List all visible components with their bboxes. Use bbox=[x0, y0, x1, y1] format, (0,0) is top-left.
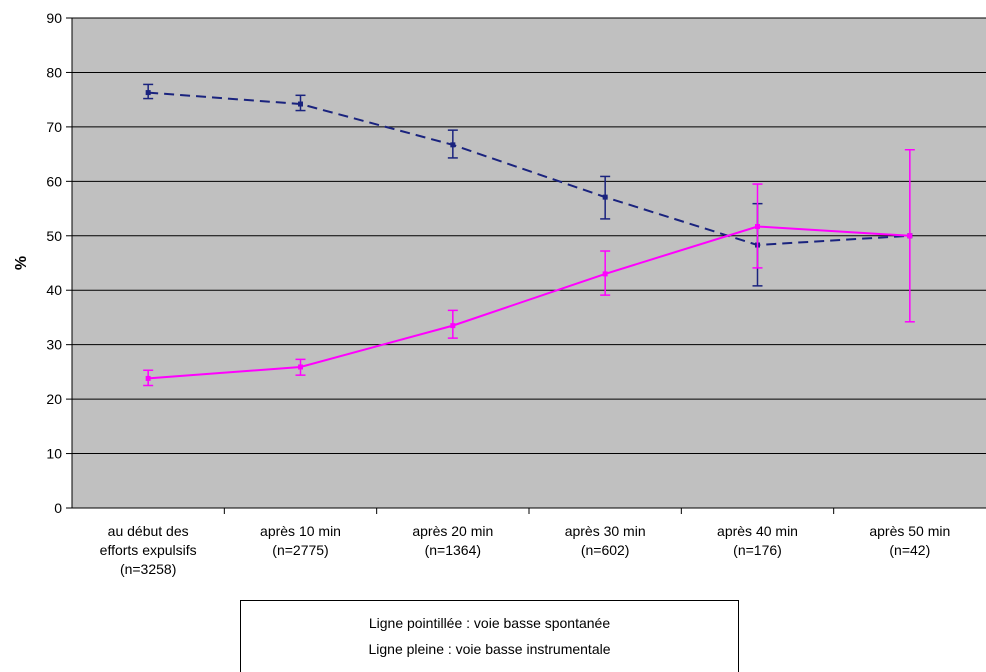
legend: Ligne pointillée : voie basse spontanée … bbox=[240, 600, 739, 672]
x-category-label-line: après 50 min bbox=[869, 523, 950, 539]
x-category-labels: au début des efforts expulsifs (n=3258) apr… bbox=[100, 523, 951, 577]
x-category-label-line: (n=1364) bbox=[425, 542, 481, 558]
y-axis-label: % bbox=[13, 256, 30, 270]
data-point bbox=[907, 233, 913, 239]
x-category-label: après 10 min (n=2775) bbox=[260, 523, 341, 558]
data-point bbox=[450, 323, 456, 329]
y-tick-label: 60 bbox=[46, 173, 62, 189]
x-category-label-line: efforts expulsifs bbox=[100, 542, 197, 558]
data-point bbox=[145, 375, 151, 381]
x-category-label: au début des efforts expulsifs (n=3258) bbox=[100, 523, 197, 577]
x-category-label-line: (n=2775) bbox=[272, 542, 328, 558]
x-category-label-line: après 40 min bbox=[717, 523, 798, 539]
x-category-label-line: après 30 min bbox=[565, 523, 646, 539]
data-point bbox=[298, 364, 303, 370]
plot-area bbox=[72, 18, 986, 508]
y-tick-label: 10 bbox=[46, 446, 62, 462]
series-line bbox=[148, 225, 910, 380]
y-tick-label: 0 bbox=[54, 500, 62, 516]
x-category-label-line: (n=3258) bbox=[120, 561, 176, 577]
x-category-label-line: (n=602) bbox=[581, 542, 630, 558]
x-category-label-line: au début des bbox=[108, 523, 189, 539]
x-category-label-line: (n=42) bbox=[889, 542, 930, 558]
x-category-label: après 40 min (n=176) bbox=[717, 523, 798, 558]
data-point bbox=[450, 142, 456, 148]
data-series bbox=[143, 83, 915, 387]
series-line bbox=[148, 91, 910, 247]
x-category-label: après 30 min (n=602) bbox=[565, 523, 646, 558]
gridlines bbox=[72, 17, 986, 455]
y-tick-label: 70 bbox=[46, 119, 62, 135]
data-point bbox=[602, 271, 608, 277]
data-point bbox=[298, 101, 303, 107]
x-category-label: après 50 min (n=42) bbox=[869, 523, 950, 558]
x-category-label-line: après 10 min bbox=[260, 523, 341, 539]
y-tick-label: 20 bbox=[46, 391, 62, 407]
y-tick-label: 80 bbox=[46, 64, 62, 80]
data-point bbox=[755, 224, 760, 230]
data-point bbox=[602, 194, 608, 200]
y-tick-labels: 0 10 20 30 40 50 60 70 80 90 bbox=[46, 10, 62, 516]
y-tick-label: 30 bbox=[46, 337, 62, 353]
x-category-label-line: (n=176) bbox=[733, 542, 782, 558]
y-tick-label: 50 bbox=[46, 228, 62, 244]
legend-entry-solid: Ligne pleine : voie basse instrumentale bbox=[368, 641, 611, 657]
axes bbox=[66, 17, 986, 514]
x-category-label-line: après 20 min bbox=[412, 523, 493, 539]
series-solid bbox=[143, 149, 915, 387]
x-category-label: après 20 min (n=1364) bbox=[412, 523, 493, 558]
y-tick-label: 40 bbox=[46, 282, 62, 298]
data-point bbox=[145, 90, 151, 96]
y-tick-label: 90 bbox=[46, 10, 62, 26]
legend-entry-dashed: Ligne pointillée : voie basse spontanée bbox=[368, 615, 611, 631]
